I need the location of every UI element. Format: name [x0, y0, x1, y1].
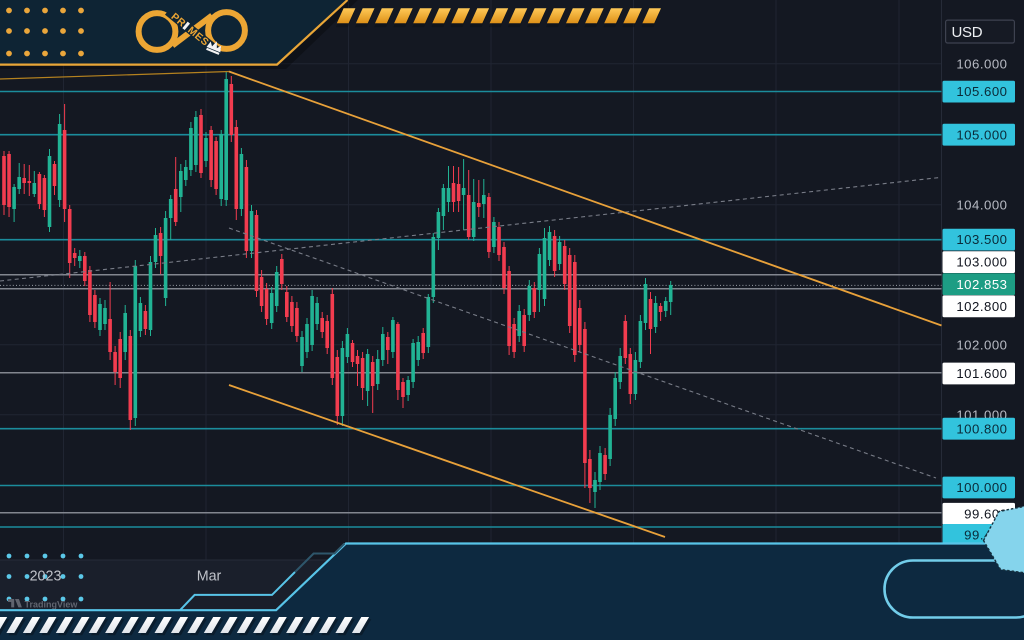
svg-text:102.800: 102.800 — [956, 299, 1007, 314]
svg-text:103.500: 103.500 — [956, 232, 1007, 247]
svg-text:103.000: 103.000 — [956, 255, 1007, 270]
svg-text:104.000: 104.000 — [956, 197, 1007, 212]
svg-text:106.000: 106.000 — [956, 56, 1007, 71]
svg-text:102.000: 102.000 — [956, 337, 1007, 352]
svg-text:100.800: 100.800 — [956, 421, 1007, 436]
svg-text:TradingView: TradingView — [25, 599, 79, 609]
svg-text:105.600: 105.600 — [956, 84, 1007, 99]
svg-text:2023: 2023 — [30, 569, 62, 585]
svg-text:102.853: 102.853 — [956, 277, 1007, 292]
svg-text:USD: USD — [952, 24, 983, 41]
svg-text:105.000: 105.000 — [956, 127, 1007, 142]
svg-text:101.600: 101.600 — [956, 366, 1007, 381]
svg-text:Mar: Mar — [197, 569, 222, 585]
svg-text:100.000: 100.000 — [956, 480, 1007, 495]
